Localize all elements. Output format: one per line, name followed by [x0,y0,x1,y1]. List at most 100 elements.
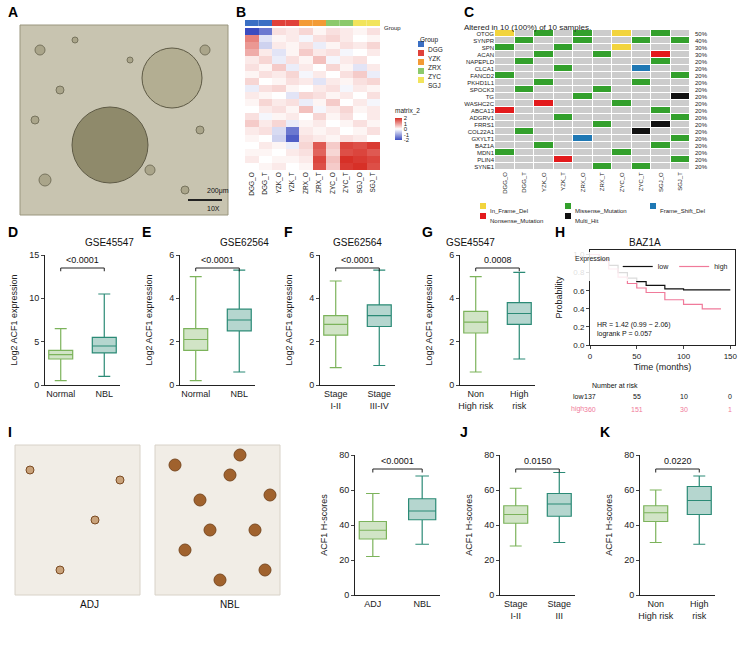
svg-text:YZK_O: YZK_O [275,172,283,193]
svg-text:GSE45547: GSE45547 [85,237,134,248]
svg-text:CLCA1: CLCA1 [475,66,495,72]
svg-text:ZRX_T: ZRX_T [315,172,323,193]
svg-text:137: 137 [584,393,596,400]
svg-text:ZYC_O: ZYC_O [619,172,625,192]
svg-text:4: 4 [449,293,454,303]
svg-text:J: J [460,424,468,440]
svg-text:ZYC: ZYC [428,73,441,80]
svg-text:Frame_Shift_Del: Frame_Shift_Del [660,208,705,214]
svg-text:ACF1 H-scores: ACF1 H-scores [604,494,614,556]
svg-text:20: 20 [339,555,349,565]
svg-text:20: 20 [484,555,494,565]
svg-text:ACF1 H-scores: ACF1 H-scores [319,494,329,556]
svg-text:low: low [658,263,669,270]
svg-text:0.2: 0.2 [573,323,585,332]
svg-text:2: 2 [449,337,454,347]
svg-text:I: I [8,424,12,440]
svg-text:40: 40 [624,520,634,530]
svg-text:80: 80 [339,450,349,460]
svg-text:0: 0 [344,590,349,600]
svg-text:ADGRV1: ADGRV1 [469,115,494,121]
svg-text:A: A [8,4,18,20]
svg-text:0: 0 [34,380,39,390]
svg-text:20%: 20% [695,129,708,135]
svg-text:Expression: Expression [575,255,610,263]
svg-text:SPOCK3: SPOCK3 [470,87,495,93]
svg-text:NBL: NBL [96,389,114,399]
svg-text:HR = 1.42 (0.99 − 2.06)logrank: HR = 1.42 (0.99 − 2.06)logrank P = 0.057 [597,321,671,338]
svg-text:20%: 20% [695,150,708,156]
svg-text:StageIII-IV: StageIII-IV [368,389,392,411]
svg-text:20%: 20% [695,73,708,79]
svg-text:StageI-II: StageI-II [324,389,348,411]
svg-text:ZRX_O: ZRX_O [580,172,586,192]
svg-text:WASHC2C: WASHC2C [464,101,494,107]
svg-text:Log2 ACF1 expression: Log2 ACF1 expression [284,274,294,365]
svg-text:BAZ1A: BAZ1A [475,143,494,149]
svg-text:GSE62564: GSE62564 [333,237,382,248]
svg-text:0: 0 [629,590,634,600]
svg-text:Nonsense_Mutation: Nonsense_Mutation [490,218,543,224]
svg-text:80: 80 [484,450,494,460]
svg-text:Log2 ACF1 expression: Log2 ACF1 expression [424,274,434,365]
svg-text:low: low [573,393,584,400]
svg-text:Highrisk: Highrisk [510,389,529,411]
svg-text:GSE45547: GSE45547 [446,237,495,248]
svg-text:55: 55 [633,393,641,400]
svg-text:ZYC_O: ZYC_O [329,172,337,194]
svg-text:SGJ_T: SGJ_T [369,172,377,192]
svg-text:10: 10 [29,293,39,303]
svg-text:high: high [714,263,727,271]
svg-text:10: 10 [680,393,688,400]
svg-text:0: 0 [169,380,174,390]
svg-text:DGG_O: DGG_O [502,172,508,194]
svg-text:ACF1 H-scores: ACF1 H-scores [464,494,474,556]
svg-text:20%: 20% [695,94,708,100]
svg-text:F: F [284,224,293,240]
svg-text:In_Frame_Del: In_Frame_Del [490,208,528,214]
svg-text:COL22A1: COL22A1 [468,129,495,135]
svg-text:30%: 30% [695,52,708,58]
svg-text:2: 2 [169,337,174,347]
svg-text:DGG_T: DGG_T [261,172,269,194]
svg-text:SGJ: SGJ [428,82,441,89]
svg-text:ZYC_T: ZYC_T [342,172,350,193]
svg-text:matrix_2: matrix_2 [395,107,420,115]
svg-text:60: 60 [484,485,494,495]
svg-text:DGG_T: DGG_T [521,172,527,193]
svg-text:DGG: DGG [428,46,443,53]
svg-text:K: K [600,424,610,440]
svg-text:20%: 20% [695,164,708,170]
svg-text:ZRX: ZRX [428,64,442,71]
svg-text:360: 360 [584,406,596,413]
svg-text:50: 50 [632,352,641,361]
svg-text:20%: 20% [695,157,708,163]
svg-text:4: 4 [169,293,174,303]
svg-text:0: 0 [449,380,454,390]
svg-text:H: H [555,224,565,240]
svg-text:1: 1 [404,121,408,127]
svg-text:20%: 20% [695,87,708,93]
svg-text:YZK_T: YZK_T [288,172,296,192]
svg-text:5: 5 [34,337,39,347]
svg-text:20%: 20% [695,108,708,114]
svg-text:TG: TG [486,94,495,100]
svg-text:-2: -2 [404,137,410,143]
svg-text:40: 40 [339,520,349,530]
svg-text:4: 4 [309,293,314,303]
svg-text:2: 2 [309,337,314,347]
svg-text:0.4: 0.4 [573,305,585,314]
svg-text:60: 60 [339,485,349,495]
svg-text:100: 100 [677,352,691,361]
svg-text:ZRX_T: ZRX_T [599,172,605,191]
svg-text:NonHigh risk: NonHigh risk [638,599,674,621]
svg-text:G: G [422,224,433,240]
svg-text:2: 2 [404,115,408,121]
svg-text:PKHD1L1: PKHD1L1 [467,80,494,86]
svg-text:30: 30 [680,406,688,413]
svg-text:FANCD2: FANCD2 [470,73,494,79]
svg-text:Log2 ACF1 expression: Log2 ACF1 expression [9,274,19,365]
svg-text:0: 0 [728,393,732,400]
svg-text:Group: Group [384,25,401,31]
svg-text:0: 0 [404,126,408,132]
